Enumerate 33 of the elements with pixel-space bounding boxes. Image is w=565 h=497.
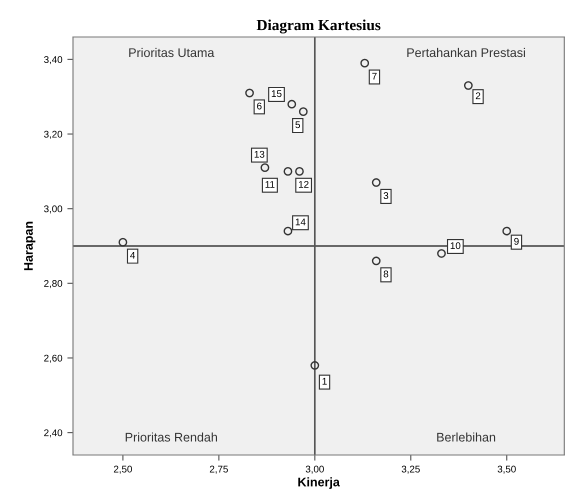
annotation: 10 bbox=[450, 242, 460, 250]
y-tick-label: 3,20 bbox=[44, 130, 62, 139]
annotation: 15 bbox=[272, 90, 282, 98]
annotation: 1 bbox=[322, 378, 327, 385]
annotation: 11 bbox=[266, 181, 274, 188]
y-tick-label: 2,80 bbox=[44, 280, 62, 288]
annotation: 8 bbox=[384, 270, 388, 278]
annotation: Prioritas Rendah bbox=[126, 432, 218, 442]
x-axis-title: Kinerja bbox=[298, 477, 340, 489]
annotation: 4 bbox=[130, 252, 136, 259]
annotation: Berlebihan bbox=[437, 432, 496, 442]
y-tick-label: 3,40 bbox=[44, 56, 62, 64]
y-tick-label: 2,40 bbox=[44, 429, 62, 438]
x-tick-label: 2,50 bbox=[114, 466, 132, 474]
annotation: 13 bbox=[254, 150, 264, 158]
annotation: 3 bbox=[384, 192, 388, 200]
y-tick-label: 2,60 bbox=[44, 354, 62, 363]
x-tick-label: 2,75 bbox=[210, 466, 228, 474]
y-tick-label: 3,00 bbox=[44, 205, 62, 214]
annotation: 9 bbox=[514, 238, 519, 245]
x-tick-label: 3,25 bbox=[402, 466, 420, 474]
annotation: Prioritas Utama bbox=[129, 48, 214, 58]
chart-title: Diagram Kartesius bbox=[256, 19, 380, 34]
annotation: 7 bbox=[372, 72, 377, 80]
y-axis-title: Harapan bbox=[24, 222, 36, 270]
annotation: 14 bbox=[296, 218, 306, 226]
annotation: 5 bbox=[295, 121, 300, 128]
annotation: Pertahankan Prestasi bbox=[407, 48, 525, 58]
x-tick-label: 3,50 bbox=[498, 466, 516, 474]
x-tick-label: 3,00 bbox=[306, 466, 324, 474]
annotation: 6 bbox=[257, 102, 262, 110]
annotation: 12 bbox=[298, 180, 309, 188]
annotation: 2 bbox=[476, 92, 480, 100]
